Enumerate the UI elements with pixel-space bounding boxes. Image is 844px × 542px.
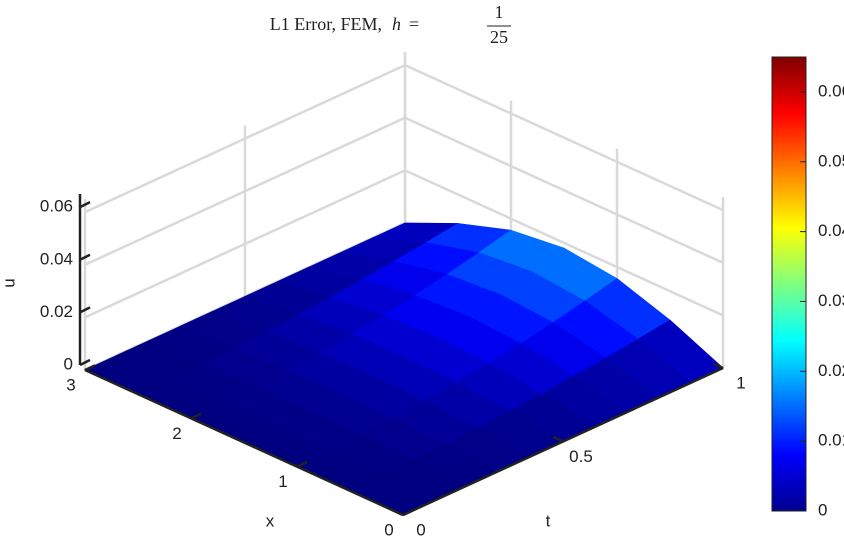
title: L1 Error, FEM, h = 1 25	[270, 2, 511, 47]
colorbar-tick-label: 0.03	[818, 291, 844, 310]
colorbar	[771, 56, 807, 512]
t-tick-label: 0.5	[569, 447, 593, 466]
z-tick-label: 0.04	[40, 249, 73, 268]
x-axis-line	[84, 368, 404, 517]
x-tick	[84, 364, 96, 372]
colorbar-tick-label: 0.01	[818, 431, 844, 450]
t-tick	[712, 362, 724, 370]
colorbar-tick-label: 0.04	[818, 221, 844, 240]
t-tick	[392, 509, 404, 517]
grid-line	[404, 116, 724, 264]
z-tick-label: 0	[64, 354, 73, 373]
z-tick-label: 0.02	[40, 302, 73, 321]
x-tick	[296, 460, 308, 468]
title-operator: =	[409, 14, 419, 34]
x-tick-label: 3	[66, 375, 75, 394]
x-tick-label: 2	[172, 424, 181, 443]
t-tick-label: 1	[736, 373, 745, 392]
colorbar-tick-label: 0.06	[818, 81, 844, 100]
title-denominator: 25	[490, 27, 508, 47]
grid-line	[404, 64, 724, 212]
colorbar-tick-label: 0.02	[818, 361, 844, 380]
colorbar-tick-label: 0.05	[818, 151, 844, 170]
t-tick	[552, 435, 564, 443]
chart-title: L1 Error, FEM,	[270, 14, 382, 34]
x-tick-label: 1	[278, 472, 287, 491]
x-tick	[190, 412, 202, 420]
title-variable: h	[392, 14, 401, 34]
z-tick	[79, 201, 91, 209]
z-tick	[79, 306, 91, 314]
t-axis-label: t	[546, 511, 551, 530]
z-tick-label: 0.06	[40, 197, 73, 216]
z-axis-label: u	[0, 278, 18, 287]
x-axis-label: x	[266, 511, 275, 530]
x-tick-label: 0	[384, 520, 393, 539]
title-numerator: 1	[495, 2, 504, 22]
colorbar-tick-label: 0	[818, 500, 827, 519]
grid-line	[404, 169, 724, 317]
x-tick	[402, 509, 414, 517]
z-tick	[79, 253, 91, 261]
z-tick	[79, 358, 91, 367]
t-tick-label: 0	[416, 520, 425, 539]
